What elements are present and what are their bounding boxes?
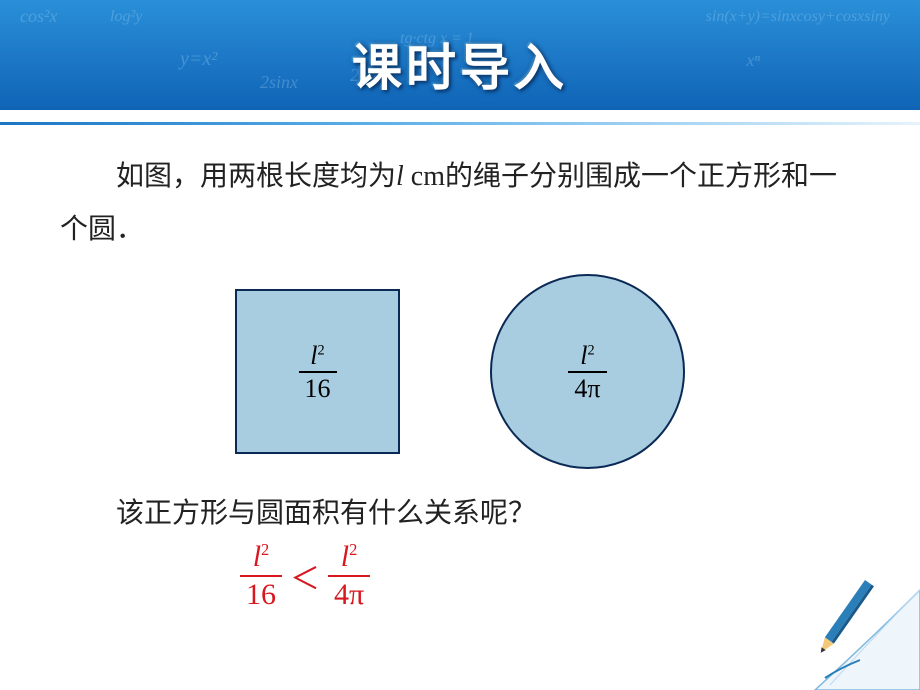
answer-inequality: l2 16 ＜ l2 4π [60,541,860,610]
shapes-row: l2 16 l2 4π [60,274,860,469]
num-exp: 2 [261,540,269,559]
less-than-symbol: ＜ [290,554,320,598]
fraction-bar [299,371,337,373]
variable-l: l [396,161,404,192]
fraction-bar [328,575,370,577]
bg-formula: log²y [110,8,142,26]
text: 如图，用两根长度均为 [116,161,396,192]
divider-line [0,122,920,125]
den-pi: π [349,578,364,611]
slide-header: cos²x y=x² 2sinx tg·ctg x = 1 2cosx sin(… [0,0,920,110]
num-base: l [341,540,349,573]
square-area-fraction: l2 16 [299,342,337,403]
fraction-bar [568,371,606,373]
fraction-bar [240,575,282,577]
den-pi: π [587,374,600,403]
slide-title: 课时导入 [0,28,920,100]
bg-formula: cos²x [20,6,57,27]
corner-svg [770,560,920,690]
question-text: 该正方形与圆面积有什么关系呢？ [60,491,860,531]
num-base: l [253,540,261,573]
den-prefix: 4 [574,374,587,403]
slide: cos²x y=x² 2sinx tg·ctg x = 1 2cosx sin(… [0,0,920,690]
unit: cm [404,161,445,192]
num-base: l [310,341,317,370]
num-exp: 2 [349,540,357,559]
circle-shape: l2 4π [490,274,685,469]
square-shape: l2 16 [235,289,400,454]
num-exp: 2 [588,342,595,358]
den-prefix: 4 [334,578,349,611]
num-exp: 2 [318,342,325,358]
num-base: l [580,341,587,370]
page-curl-corner [770,560,920,690]
answer-right-fraction: l2 4π [328,541,370,610]
bg-formula: sin(x+y)=sinxcosy+cosxsiny [706,8,890,26]
circle-area-fraction: l2 4π [568,342,606,403]
den: 16 [240,579,282,611]
intro-paragraph: 如图，用两根长度均为l cm的绳子分别围成一个正方形和一个圆． [60,150,860,256]
content-area: 如图，用两根长度均为l cm的绳子分别围成一个正方形和一个圆． l2 16 l2… [0,150,920,610]
den: 16 [299,375,337,402]
answer-left-fraction: l2 16 [240,541,282,610]
